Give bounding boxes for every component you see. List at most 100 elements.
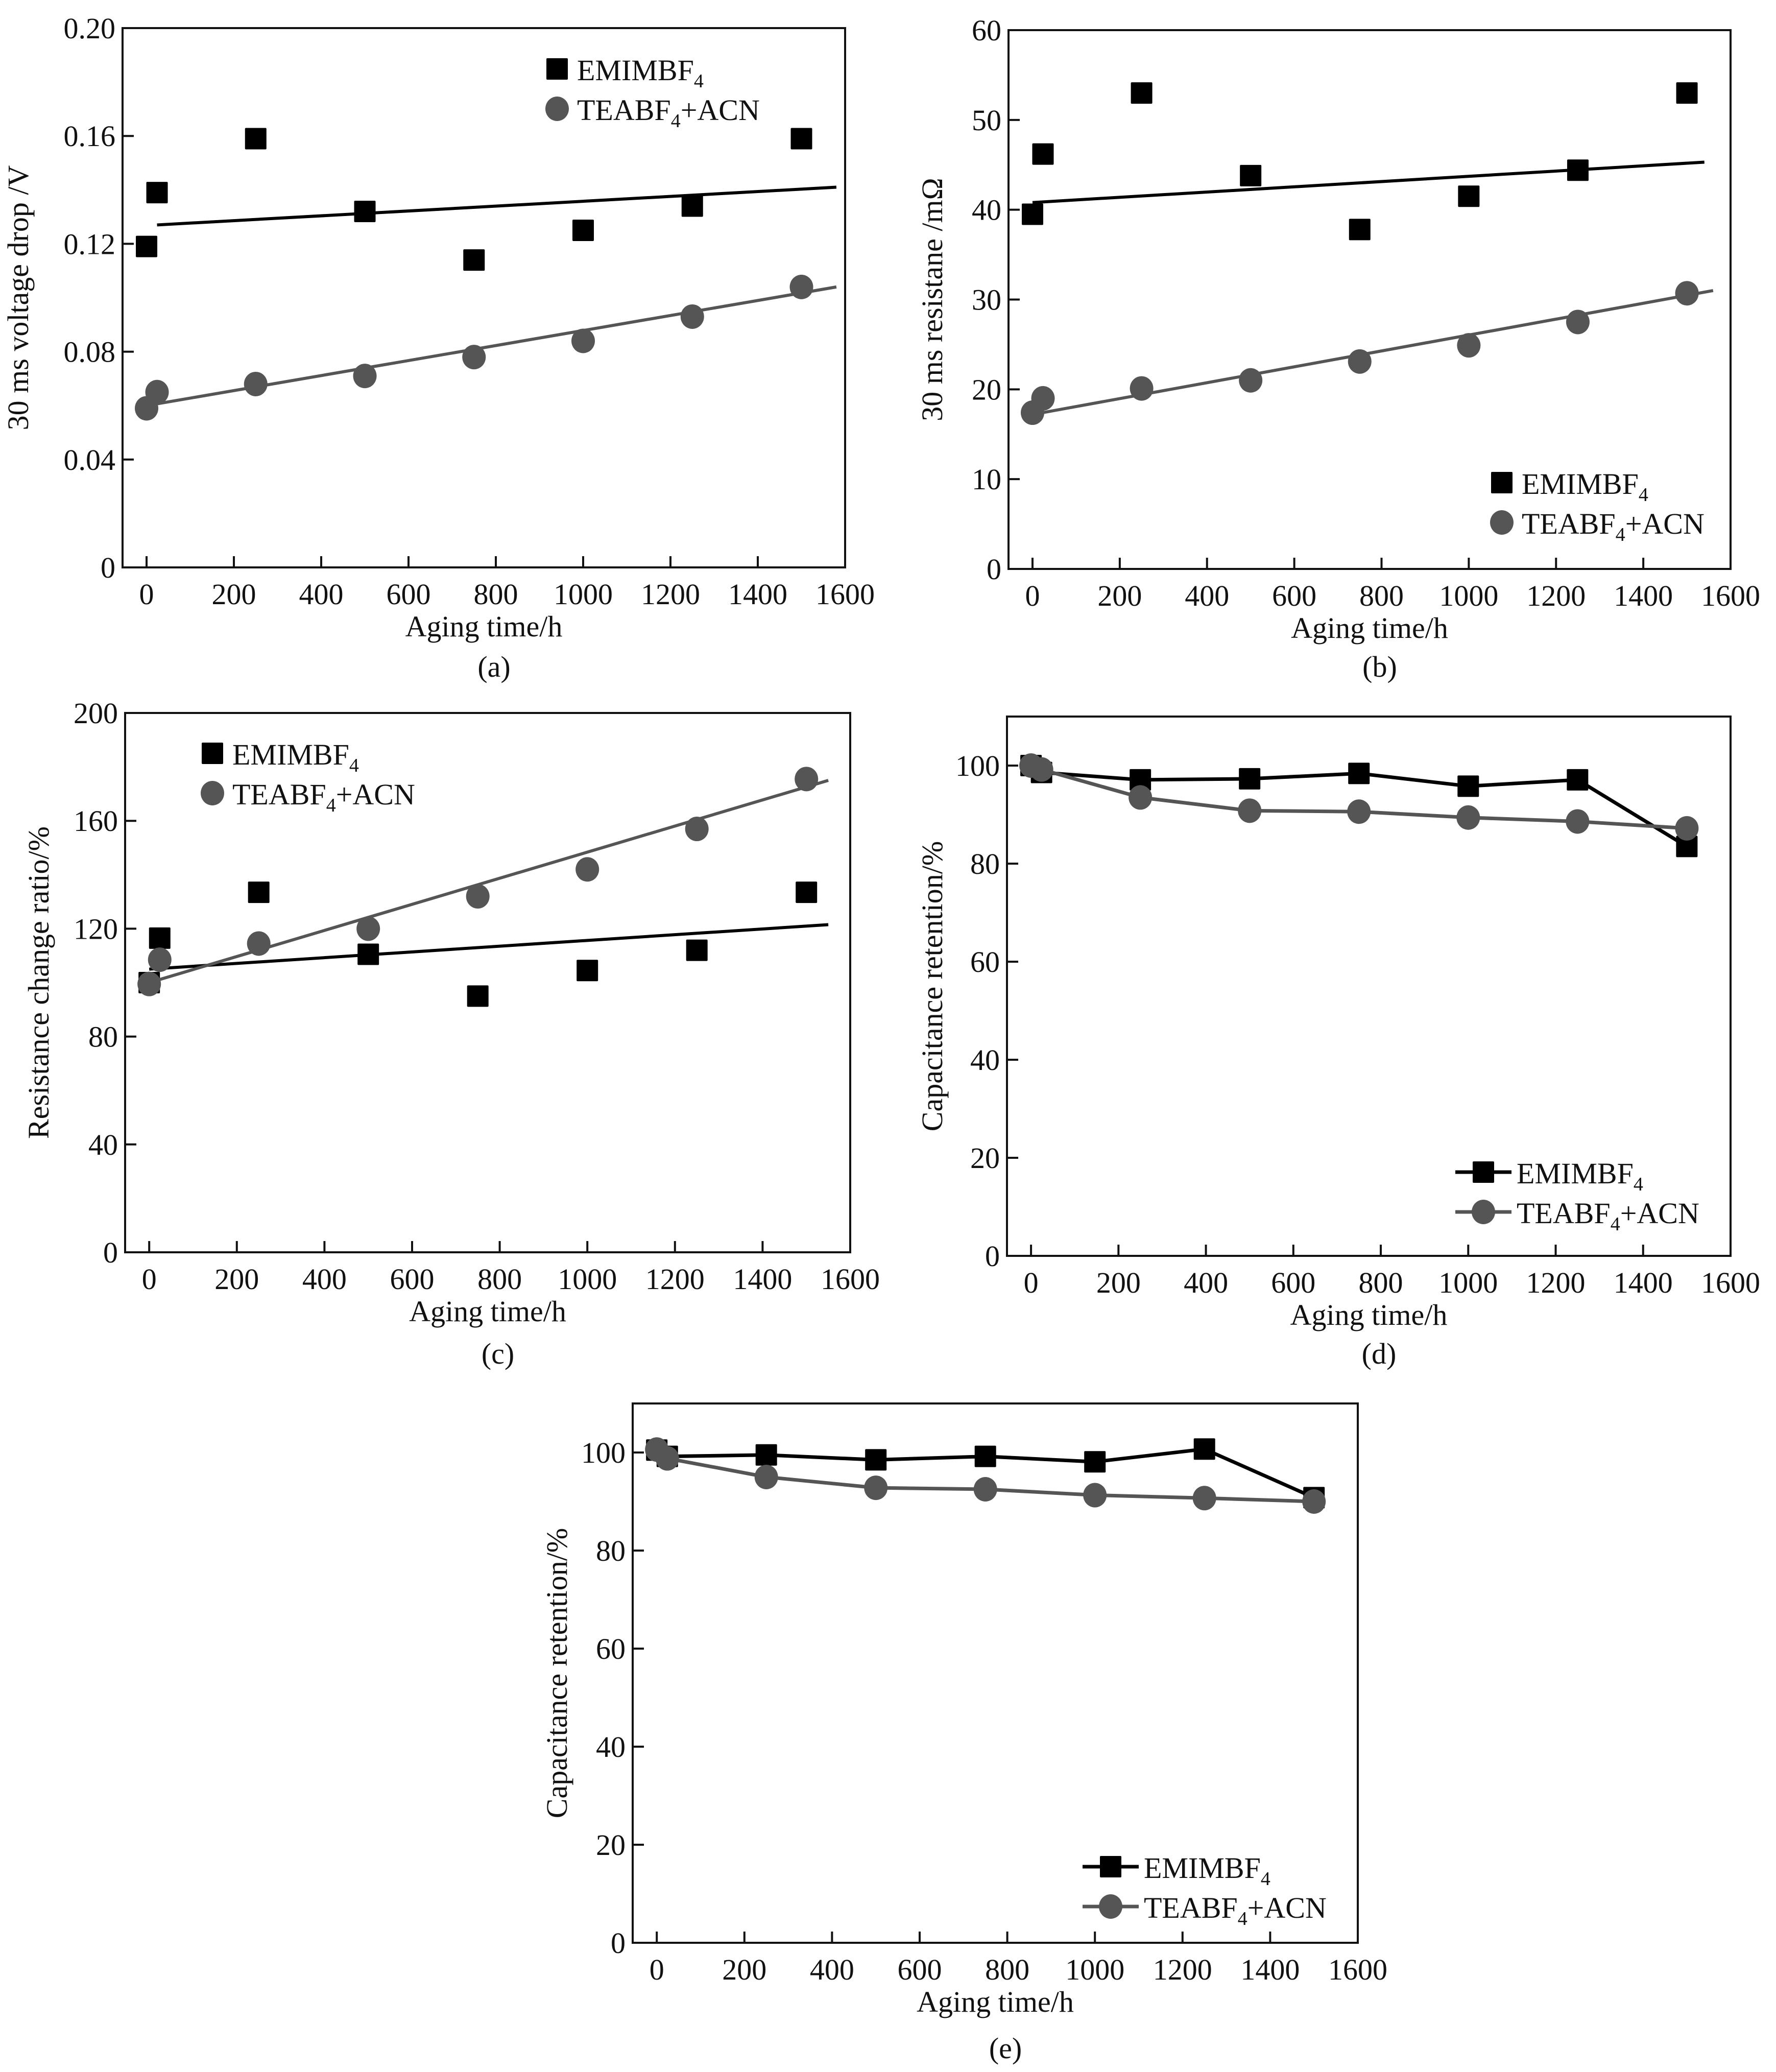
y-tick-label: 0.16 <box>64 120 116 153</box>
x-tick-label: 400 <box>1184 1266 1228 1299</box>
legend-label: EMIMBF4 <box>1517 1157 1643 1195</box>
x-tick-label: 1400 <box>1240 1953 1300 1986</box>
legend-item: TEABF4+ACN <box>1490 507 1705 545</box>
x-tick-label: 1600 <box>815 578 875 611</box>
x-tick-label: 1000 <box>554 578 613 611</box>
y-axis: 0 20 40 60 80 100 <box>955 749 1018 1273</box>
data-point <box>1032 143 1054 165</box>
y-tick-label: 40 <box>596 1730 626 1764</box>
y-tick-label: 0 <box>611 1926 626 1960</box>
x-tick-label: 1400 <box>733 1263 792 1296</box>
x-tick-label: 0 <box>139 578 154 611</box>
y-tick-label: 60 <box>596 1632 626 1665</box>
legend-circle-icon <box>545 97 569 121</box>
fit-line <box>1032 160 1705 204</box>
plot-frame <box>122 27 846 568</box>
panel-caption: (d) <box>1362 1337 1397 1370</box>
data-point <box>1456 805 1480 830</box>
x-tick-label: 200 <box>722 1953 766 1986</box>
data-point <box>1348 349 1372 374</box>
data-point <box>685 817 709 842</box>
y-tick-label: 60 <box>972 14 1001 47</box>
data-point <box>245 128 267 150</box>
x-tick-label: 600 <box>1271 1266 1315 1299</box>
series-line <box>656 1447 1315 1499</box>
y-axis: 0 20 40 60 80 100 <box>581 1436 644 1960</box>
legend-label-subscript: 4 <box>1634 1174 1643 1195</box>
y-tick-label: 40 <box>88 1128 118 1161</box>
series-emimbf4 <box>1021 82 1705 241</box>
chart-panel-c: 0 200 400 600 800 1000 1200 1400 1600 0 40 80 120 160… <box>22 697 880 1370</box>
legend-label-subscript: 4 <box>1616 524 1625 545</box>
data-point <box>467 985 489 1007</box>
x-tick-label: 1000 <box>1439 579 1498 612</box>
data-point <box>1457 775 1479 797</box>
data-point <box>1675 816 1699 841</box>
legend-square-icon <box>202 743 223 764</box>
y-tick-label: 0 <box>987 553 1001 586</box>
data-point <box>463 249 485 271</box>
data-point <box>1240 164 1262 186</box>
y-tick-label: 80 <box>88 1020 118 1054</box>
y-axis-title: 30 ms resistane /mΩ <box>916 178 949 421</box>
legend-circle-icon <box>201 781 224 805</box>
y-tick-label: 80 <box>596 1534 626 1567</box>
legend-label-main: EMIMBF <box>577 54 694 87</box>
x-tick-label: 400 <box>1185 579 1229 612</box>
x-tick-label: 0 <box>1024 1266 1039 1299</box>
data-point <box>1302 1489 1326 1514</box>
legend-label-tail: +ACN <box>681 93 760 127</box>
x-tick-label: 1200 <box>1526 579 1586 612</box>
legend-label: TEABF4+ACN <box>1522 507 1705 545</box>
x-tick-label: 1000 <box>558 1263 617 1296</box>
data-point <box>1566 809 1590 834</box>
plot-frame <box>124 712 851 1253</box>
legend-label-subscript: 4 <box>1261 1868 1270 1890</box>
data-point <box>796 882 818 903</box>
x-tick-label: 1400 <box>1614 579 1673 612</box>
legend-label-main: TEABF <box>577 93 671 127</box>
y-tick-label: 20 <box>972 373 1001 406</box>
y-tick-label: 0 <box>985 1240 1000 1273</box>
legend-label: EMIMBF4 <box>1144 1851 1270 1890</box>
data-point <box>1676 836 1698 858</box>
legend-label: TEABF4+ACN <box>577 93 760 132</box>
legend-item: TEABF4+ACN <box>1455 1197 1699 1235</box>
legend-label-subscript: 4 <box>349 755 359 776</box>
x-tick-label: 1000 <box>1438 1266 1498 1299</box>
x-tick-label: 1600 <box>1701 579 1760 612</box>
x-tick-label: 600 <box>897 1953 942 1986</box>
series-teabf4-acn <box>1019 753 1699 841</box>
legend-label: TEABF4+ACN <box>1144 1891 1327 1930</box>
x-tick-label: 400 <box>302 1263 347 1296</box>
series-teabf4-acn <box>1020 281 1714 425</box>
data-point <box>1083 1483 1107 1508</box>
x-tick-label: 0 <box>650 1953 664 1986</box>
legend-label-subscript: 4 <box>694 70 704 92</box>
y-tick-label: 0.08 <box>64 336 116 369</box>
legend-label-subscript: 4 <box>1611 1213 1620 1235</box>
x-tick-label: 800 <box>477 1263 522 1296</box>
data-point <box>577 960 598 982</box>
legend-label: EMIMBF4 <box>1522 467 1648 506</box>
x-tick-label: 400 <box>299 578 344 611</box>
y-tick-label: 200 <box>74 697 118 730</box>
legend-label: EMIMBF4 <box>577 54 704 92</box>
y-tick-label: 100 <box>955 749 1000 782</box>
data-point <box>755 1444 777 1466</box>
y-axis-title: 30 ms voltage drop /V <box>2 165 35 431</box>
data-point <box>571 328 595 353</box>
legend-label-main: EMIMBF <box>232 738 349 771</box>
data-point <box>1021 203 1043 225</box>
x-axis: 0 200 400 600 800 1000 1200 1400 1600 <box>142 1241 880 1296</box>
legend-label-main: TEABF <box>1517 1197 1611 1230</box>
x-tick-label: 1200 <box>645 1263 705 1296</box>
data-point <box>1192 1486 1216 1511</box>
data-point <box>1238 798 1262 823</box>
legend-label-main: TEABF <box>1522 507 1616 540</box>
data-point <box>136 235 158 257</box>
legend-circle-icon <box>1490 510 1514 535</box>
legend-label: TEABF4+ACN <box>232 778 415 816</box>
x-axis-title: Aging time/h <box>1290 1298 1448 1331</box>
legend-item: EMIMBF4 <box>1455 1157 1643 1195</box>
